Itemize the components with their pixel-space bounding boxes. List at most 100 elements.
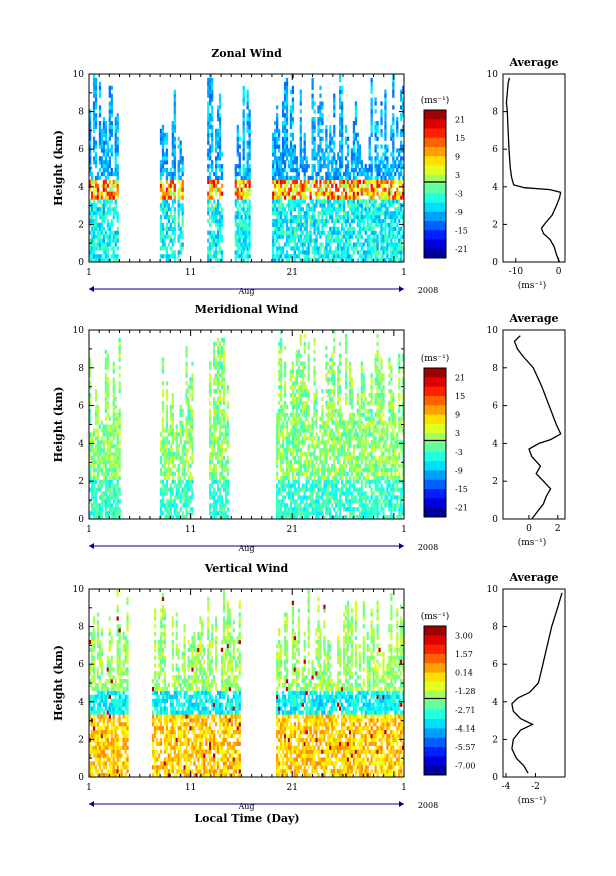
heatmap-cell (394, 254, 397, 259)
heatmap-cell (329, 234, 332, 239)
heatmap-cell (313, 400, 316, 406)
heatmap-cell (106, 250, 109, 255)
heatmap-cell (370, 183, 373, 188)
heatmap-cell (380, 109, 383, 114)
heatmap-cell (102, 168, 106, 173)
heatmap-cell (317, 218, 320, 224)
heatmap-cell (108, 258, 111, 263)
heatmap-cell (293, 254, 297, 259)
heatmap-cell (226, 456, 230, 461)
heatmap-cell (100, 218, 104, 224)
heatmap-cell (346, 183, 350, 188)
heatmap-cell (216, 238, 220, 243)
heatmap-cell (102, 203, 106, 208)
heatmap-cell (181, 164, 184, 169)
heatmap-cell (177, 250, 180, 255)
heatmap-cell (169, 183, 172, 188)
heatmap-cell (333, 230, 336, 235)
heatmap-cell (327, 499, 330, 504)
heatmap-cell (106, 459, 109, 465)
heatmap-cell (218, 191, 222, 196)
heatmap-cell (293, 242, 297, 247)
heatmap-cell (392, 179, 395, 184)
heatmap-cell (94, 408, 98, 413)
heatmap-cell (398, 179, 401, 184)
heatmap-cell (285, 152, 289, 157)
heatmap-cell (215, 187, 218, 192)
heatmap-cell (285, 183, 289, 188)
heatmap-cell (116, 499, 119, 504)
heatmap-cell (173, 183, 176, 188)
heatmap-cell (360, 218, 363, 224)
heatmap-cell (89, 128, 92, 134)
heatmap-cell (185, 420, 188, 425)
heatmap-cell (112, 456, 115, 461)
heatmap-cell (116, 254, 119, 259)
heatmap-cell (209, 124, 212, 130)
heatmap-cell (303, 381, 306, 386)
heatmap-cell (240, 207, 243, 212)
heatmap-cell (331, 463, 334, 469)
heatmap-cell (313, 124, 316, 130)
heatmap-cell (98, 81, 102, 87)
heatmap-cell (301, 440, 304, 445)
heatmap-cell (317, 250, 320, 255)
heatmap-cell (89, 164, 92, 169)
heatmap-cell (287, 195, 291, 200)
heatmap-cell (303, 463, 306, 469)
heatmap-cell (339, 511, 342, 516)
heatmap-cell (165, 408, 169, 413)
heatmap-cell (104, 479, 108, 484)
heatmap-cell (281, 226, 285, 231)
heatmap-cell (175, 428, 178, 433)
heatmap-cell (94, 144, 98, 149)
heatmap-cell (327, 203, 330, 208)
heatmap-cell (333, 515, 336, 520)
heatmap-cell (238, 136, 241, 141)
heatmap-cell (299, 440, 302, 445)
heatmap-cell (116, 483, 119, 488)
heatmap-cell (327, 389, 330, 394)
heatmap-cell (333, 452, 336, 457)
heatmap-cell (394, 164, 397, 169)
heatmap-cell (299, 389, 302, 394)
heatmap-cell (301, 246, 304, 251)
heatmap-cell (315, 183, 318, 188)
heatmap-cell (220, 215, 224, 220)
heatmap-cell (163, 448, 167, 453)
heatmap-cell (90, 171, 94, 177)
heatmap-cell (161, 160, 165, 165)
heatmap-cell (384, 171, 387, 177)
heatmap-cell (323, 467, 326, 473)
heatmap-cell (307, 475, 310, 480)
heatmap-cell (333, 330, 336, 335)
heatmap-cell (92, 230, 96, 235)
heatmap-cell (396, 168, 399, 173)
heatmap-cell (106, 448, 109, 453)
heatmap-cell (311, 432, 314, 437)
heatmap-cell (165, 136, 169, 141)
heatmap-cell (215, 222, 218, 228)
heatmap-cell (177, 467, 180, 473)
heatmap-cell (341, 105, 344, 110)
heatmap-cell (388, 199, 391, 204)
heatmap-cell (216, 199, 220, 204)
heatmap-cell (289, 385, 293, 390)
heatmap-cell (110, 479, 113, 484)
heatmap-cell (378, 203, 381, 208)
heatmap-cell (173, 191, 176, 196)
heatmap-cell (92, 448, 96, 453)
heatmap-cell (285, 171, 289, 177)
heatmap-cell (169, 471, 172, 476)
heatmap-cell (220, 164, 224, 169)
heatmap-cell (171, 183, 174, 188)
heatmap-cell (173, 97, 176, 102)
heatmap-cell (293, 246, 297, 251)
heatmap-cell (96, 195, 100, 200)
heatmap-cell (276, 128, 279, 134)
heatmap-cell (189, 385, 192, 390)
heatmap-cell (289, 211, 293, 216)
heatmap-cell (380, 156, 383, 161)
heatmap-cell (331, 160, 334, 165)
heatmap-cell (307, 187, 310, 192)
